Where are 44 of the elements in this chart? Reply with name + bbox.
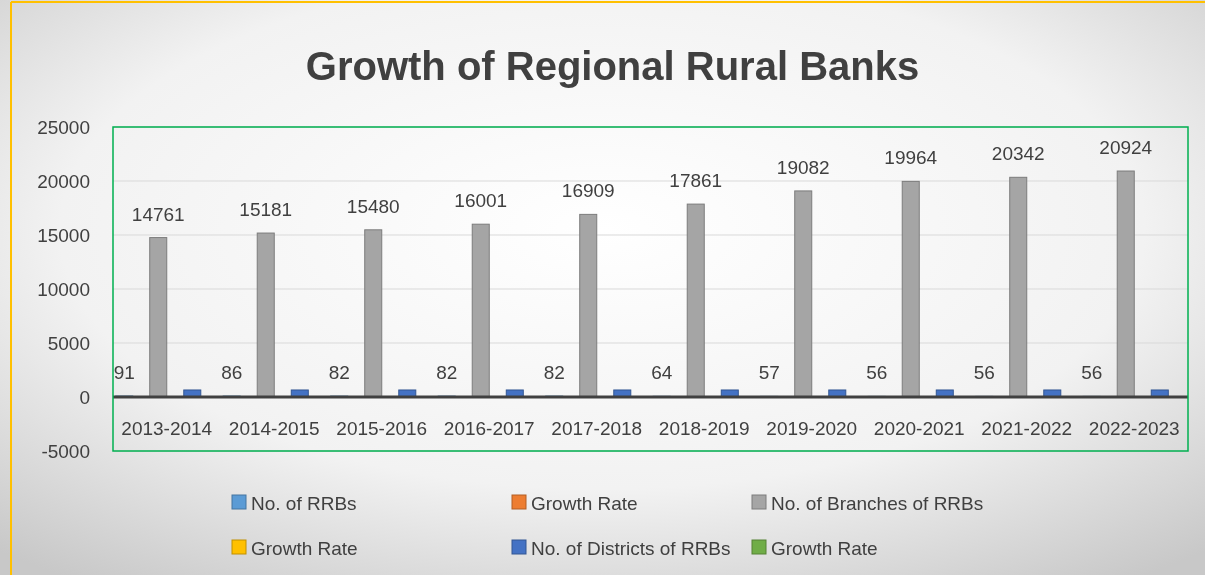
data-label: 17861 <box>669 170 723 192</box>
y-tick-label: 10000 <box>37 278 90 300</box>
y-tick-label: 0 <box>79 386 90 408</box>
data-label: 56 <box>1081 362 1103 384</box>
x-tick-label: 2020-2021 <box>873 418 965 439</box>
x-tick-label: 2017-2018 <box>551 418 643 439</box>
legend-label: Growth Rate <box>251 537 358 559</box>
y-tick-label: 25000 <box>37 116 90 138</box>
legend-label: No. of Districts of RRBs <box>531 537 731 559</box>
y-tick-label: 5000 <box>47 332 90 354</box>
legend-label: No. of Branches of RRBs <box>771 492 984 514</box>
data-label: 86 <box>221 362 243 384</box>
chart-title: Growth of Regional Rural Banks <box>305 44 920 88</box>
data-label: 56 <box>866 362 888 384</box>
legend-label: Growth Rate <box>771 537 878 559</box>
y-tick-label: -5000 <box>41 440 90 462</box>
data-label: 16001 <box>454 190 508 212</box>
data-label: 82 <box>543 362 565 384</box>
data-label: 19964 <box>884 147 938 169</box>
data-label: 14761 <box>131 203 185 225</box>
y-tick-label: 20000 <box>37 170 90 192</box>
x-tick-label: 2018-2019 <box>658 418 750 439</box>
data-label: 64 <box>651 362 673 384</box>
data-label: 57 <box>758 362 780 384</box>
data-label: 91 <box>113 362 135 384</box>
data-label: 20342 <box>991 143 1045 165</box>
x-tick-label: 2014-2015 <box>228 418 320 439</box>
x-tick-label: 2019-2020 <box>766 418 858 439</box>
x-tick-label: 2016-2017 <box>443 418 535 439</box>
legend-label: Growth Rate <box>531 492 638 514</box>
data-label: 82 <box>328 362 350 384</box>
data-label: 15181 <box>239 199 293 221</box>
data-label: 15480 <box>346 195 400 217</box>
x-tick-label: 2021-2022 <box>981 418 1073 439</box>
x-tick-label: 2015-2016 <box>336 418 428 439</box>
x-tick-label: 2013-2014 <box>121 418 213 439</box>
data-label: 16909 <box>561 180 615 202</box>
data-label: 19082 <box>776 156 830 178</box>
data-label: 56 <box>973 362 995 384</box>
x-tick-label: 2022-2023 <box>1088 418 1180 439</box>
legend-label: No. of RRBs <box>251 492 357 514</box>
data-label: 82 <box>436 362 458 384</box>
data-label: 20924 <box>1099 137 1153 159</box>
y-tick-label: 15000 <box>37 224 90 246</box>
